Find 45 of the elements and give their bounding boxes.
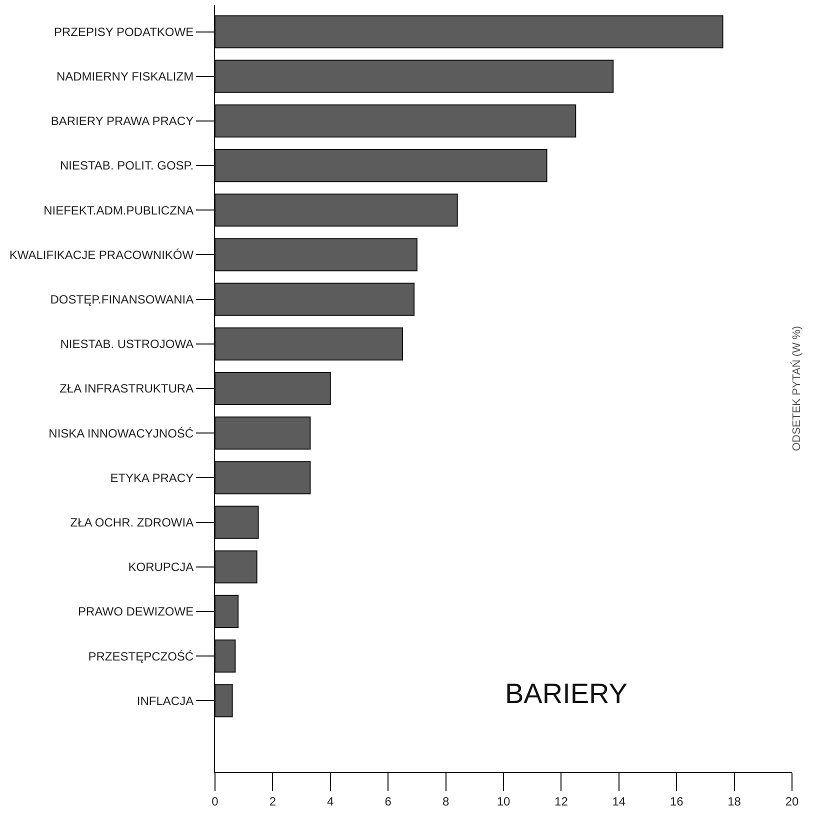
bar bbox=[215, 506, 259, 539]
y-tick-label: ZŁA INFRASTRUKTURA bbox=[60, 382, 194, 396]
bar bbox=[215, 684, 233, 718]
bar bbox=[215, 327, 404, 360]
bar bbox=[215, 416, 311, 450]
y-tick-label: NISKA INNOWACYJNOŚĆ bbox=[48, 426, 194, 440]
y-tick-label: PRZEPISY PODATKOWE bbox=[54, 24, 194, 39]
y-tick-label: ZŁA OCHR. ZDROWIA bbox=[70, 515, 194, 530]
bar bbox=[215, 372, 331, 406]
x-tick-label: 10 bbox=[496, 794, 510, 808]
bar bbox=[215, 594, 239, 628]
x-tick-label: 20 bbox=[785, 794, 799, 808]
y-tick-label: NADMIERNY FISKALIZM bbox=[56, 70, 194, 84]
bar bbox=[215, 148, 548, 182]
y-tick-label: PRAWO DEWIZOWE bbox=[78, 604, 194, 619]
bar bbox=[215, 550, 258, 584]
bar bbox=[215, 15, 724, 48]
x-tick-label: 14 bbox=[612, 794, 626, 808]
bar bbox=[215, 461, 311, 494]
x-tick-label: 18 bbox=[728, 794, 742, 808]
x-tick-label: 12 bbox=[554, 794, 568, 808]
x-tick-label: 0 bbox=[212, 794, 219, 808]
y-tick-label: NIESTAB. USTROJOWA bbox=[60, 337, 194, 352]
y-tick-label: KORUPCJA bbox=[128, 560, 194, 574]
y-tick-label: KWALIFIKACJE PRACOWNIKÓW bbox=[9, 248, 194, 262]
bar bbox=[215, 194, 458, 227]
y-tick-label: INFLACJA bbox=[136, 694, 194, 708]
bar bbox=[215, 238, 418, 272]
x-tick-label: 16 bbox=[670, 794, 684, 808]
annotation: BARIERY bbox=[505, 678, 628, 709]
bar bbox=[215, 282, 415, 316]
bar bbox=[215, 60, 614, 93]
bar bbox=[215, 104, 576, 138]
y-tick-label: BARIERY PRAWA PRACY bbox=[50, 114, 194, 128]
y-tick-label: NIEFEKT.ADM.PUBLICZNA bbox=[44, 203, 194, 218]
y-tick-label: DOSTĘP.FINANSOWANIA bbox=[50, 292, 194, 307]
x-tick-label: 2 bbox=[269, 794, 276, 808]
x-tick-label: 4 bbox=[327, 794, 334, 808]
y-tick-label: ETYKA PRACY bbox=[110, 470, 194, 485]
y-tick-label: NIESTAB. POLIT. GOSP. bbox=[60, 158, 194, 173]
y-tick-label: PRZESTĘPCZOŚĆ bbox=[88, 649, 194, 664]
y2-axis-title: ODSETEK PYTAŃ (W %) bbox=[790, 326, 804, 452]
x-tick-label: 6 bbox=[384, 794, 392, 808]
bar bbox=[215, 640, 236, 673]
x-tick-label: 8 bbox=[442, 794, 450, 808]
